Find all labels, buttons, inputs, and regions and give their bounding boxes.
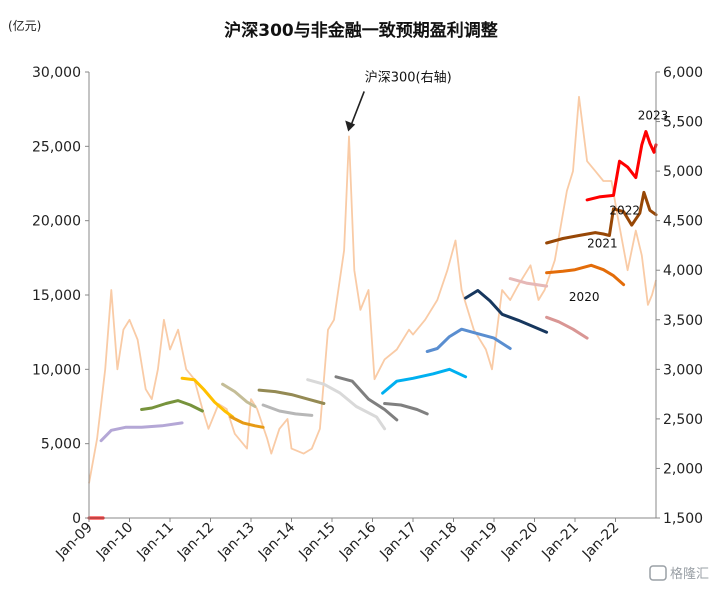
x-tick-label: Jan-20 xyxy=(498,520,541,563)
earnings-series-line-2 xyxy=(140,399,204,413)
right-tick-label: 6,000 xyxy=(663,65,703,81)
earnings-series-line-4 xyxy=(229,415,265,429)
annotation-arrow xyxy=(345,91,365,132)
right-tick-label: 2,500 xyxy=(663,412,703,428)
right-tick-label: 5,500 xyxy=(663,115,703,131)
right-tick-label: 2,000 xyxy=(663,461,703,477)
earnings-series-line-3 xyxy=(180,376,235,419)
earnings-series-line-6 xyxy=(261,403,314,417)
x-tick-label: Jan-13 xyxy=(214,520,257,563)
earnings-series-line-11 xyxy=(381,367,468,395)
series-year-label: 2022 xyxy=(609,204,640,218)
x-tick-label: Jan-11 xyxy=(133,520,176,563)
x-tick-label: Jan-16 xyxy=(336,519,380,563)
right-axis-ticks: 1,500 2,000 2,500 3,000 3,500 4,000 4,500 5,000… xyxy=(656,65,703,527)
earnings-series-layer xyxy=(87,130,658,520)
series-year-label: 2023 xyxy=(638,109,669,123)
csi300-index-line-layer xyxy=(88,95,657,484)
csi300-index-line xyxy=(88,95,657,484)
x-tick-label: Jan-17 xyxy=(376,520,419,563)
series-year-labels: 2023 2022 2021 2020 xyxy=(569,109,668,304)
earnings-series-line-15 xyxy=(545,315,589,340)
left-tick-label: 0 xyxy=(72,511,81,527)
earnings-series-line-5 xyxy=(221,382,257,408)
x-axis-ticks: Jan-09Jan-10Jan-11Jan-12Jan-13Jan-14Jan-… xyxy=(52,518,622,563)
earnings-series-line-8 xyxy=(306,378,387,431)
left-tick-label: 10,000 xyxy=(32,362,81,378)
x-tick-label: Jan-18 xyxy=(417,520,460,563)
earnings-series-line-14 xyxy=(508,277,549,288)
right-tick-label: 1,500 xyxy=(663,511,703,527)
watermark-logo-icon xyxy=(649,565,667,581)
earnings-series-line-12 xyxy=(425,327,512,353)
x-tick-label: Jan-22 xyxy=(579,520,622,563)
x-tick-label: Jan-15 xyxy=(295,520,338,563)
right-tick-label: 5,000 xyxy=(663,164,703,180)
earnings-series-line-7 xyxy=(257,388,326,405)
left-tick-label: 5,000 xyxy=(41,437,81,453)
earnings-series-line-10 xyxy=(383,402,429,416)
left-axis-ticks: 0 5,000 10,000 15,000 20,000 25,000 30,000 xyxy=(32,65,89,527)
watermark: 格隆汇 xyxy=(649,565,709,582)
right-tick-label: 4,500 xyxy=(663,214,703,230)
right-tick-label: 4,000 xyxy=(663,263,703,279)
annotation-label: 沪深300(右轴) xyxy=(365,69,452,85)
earnings-series-line-16 xyxy=(545,263,626,287)
left-tick-label: 20,000 xyxy=(32,214,81,230)
left-tick-label: 30,000 xyxy=(32,65,81,81)
chart-title: 沪深300与非金融一致预期盈利调整 xyxy=(224,20,498,41)
x-tick-label: Jan-14 xyxy=(255,519,299,563)
annotation-arrow-shaft xyxy=(349,91,365,128)
right-tick-label: 3,500 xyxy=(663,313,703,329)
left-tick-label: 15,000 xyxy=(32,288,81,304)
left-tick-label: 25,000 xyxy=(32,139,81,155)
series-year-label: 2020 xyxy=(569,290,600,304)
earnings-series-line-19 xyxy=(585,130,658,202)
x-tick-label: Jan-21 xyxy=(538,520,581,563)
annotation-arrow-head xyxy=(345,120,356,132)
right-tick-label: 3,000 xyxy=(663,362,703,378)
earnings-series-line-13 xyxy=(464,289,549,334)
earnings-series-line-9 xyxy=(334,375,399,422)
series-year-label: 2021 xyxy=(587,236,618,250)
y-axis-unit-label: (亿元) xyxy=(8,18,41,33)
watermark-text: 格隆汇 xyxy=(670,566,709,582)
earnings-series-line-1 xyxy=(99,421,184,443)
x-tick-label: Jan-19 xyxy=(457,520,500,563)
earnings-series-line-17 xyxy=(545,190,658,245)
x-tick-label: Jan-12 xyxy=(174,520,217,563)
x-tick-label: Jan-10 xyxy=(93,520,136,563)
